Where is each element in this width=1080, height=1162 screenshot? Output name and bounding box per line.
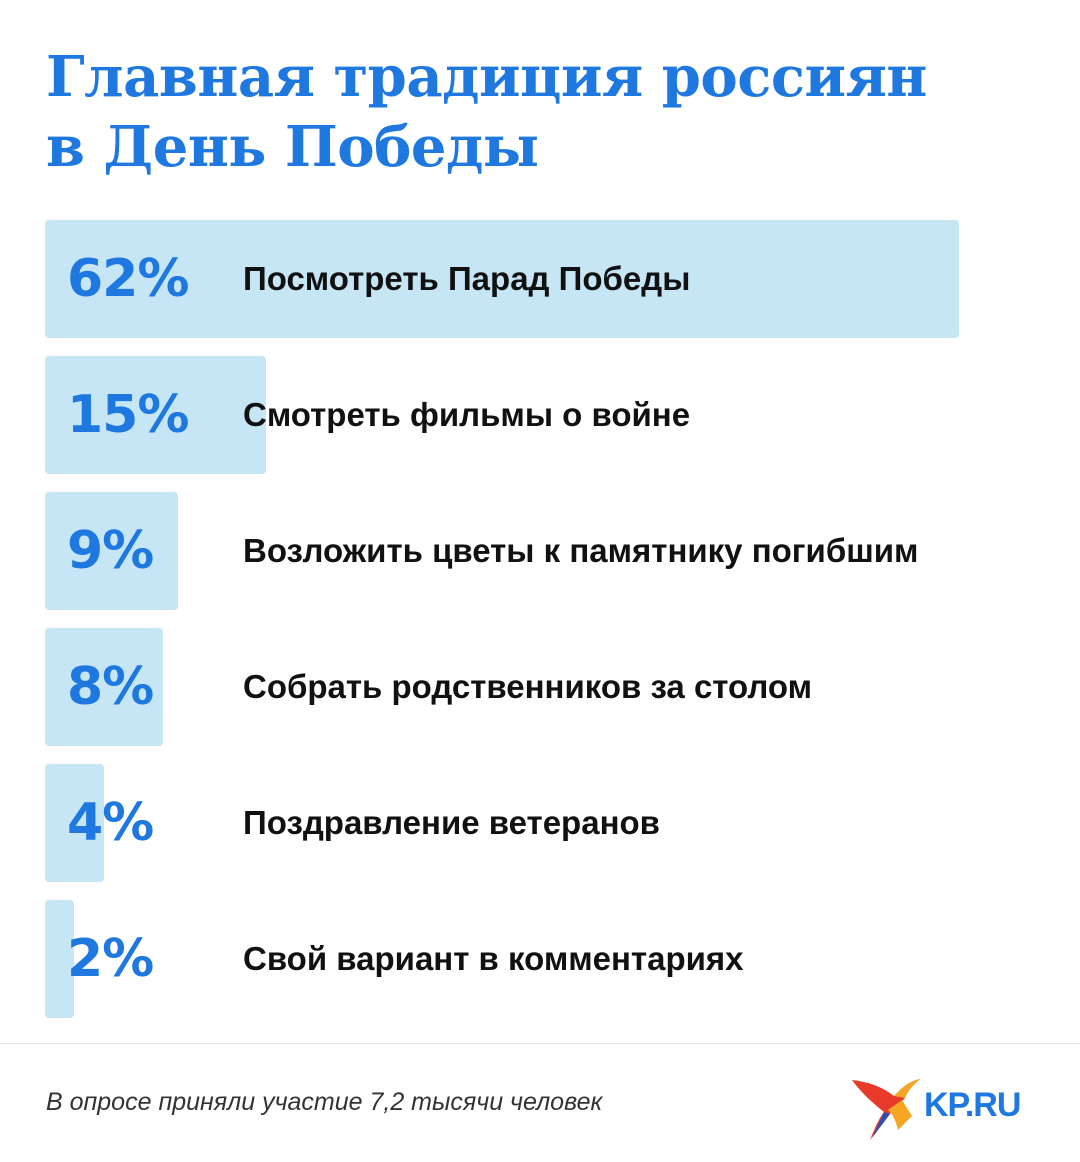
bar-row: 15% Смотреть фильмы о войне: [45, 356, 1035, 474]
kp-ru-logo[interactable]: KP.RU: [850, 1074, 1050, 1144]
bar-row: 2% Свой вариант в комментариях: [45, 900, 1035, 1018]
bar: [45, 356, 266, 474]
survey-footnote: В опросе приняли участие 7,2 тысячи чело…: [46, 1088, 603, 1116]
bar-row: 9% Возложить цветы к памятнику погибшим: [45, 492, 1035, 610]
swallow-bird-icon: [852, 1079, 920, 1140]
bar: [45, 220, 959, 338]
footer-divider: [0, 1043, 1080, 1044]
logo-text: KP.RU: [924, 1086, 1021, 1124]
bar-row: 62% Посмотреть Парад Победы: [45, 220, 1035, 338]
bar: [45, 900, 74, 1018]
bar-category-label: Посмотреть Парад Победы: [243, 260, 691, 297]
title-line-1: Главная традиция россиян: [46, 44, 927, 110]
bar-value-label: 62%: [67, 249, 189, 309]
bar-chart: 62% Посмотреть Парад Победы 15% Смотреть фи…: [45, 220, 1035, 1018]
bar-category-label: Свой вариант в комментариях: [243, 940, 744, 977]
bar-category-label: Возложить цветы к памятнику погибшим: [243, 532, 919, 569]
bar: [45, 628, 163, 746]
bar-value-label: 9%: [67, 521, 154, 581]
bar-value-label: 4%: [67, 793, 154, 853]
bar-row: 4% Поздравление ветеранов: [45, 764, 1035, 882]
bar-value-label: 8%: [67, 657, 154, 717]
bar: [45, 492, 178, 610]
bar-category-label: Смотреть фильмы о войне: [243, 396, 691, 433]
bar-category-label: Собрать родственников за столом: [243, 668, 813, 705]
bar-value-label: 2%: [67, 929, 154, 989]
bar-category-label: Поздравление ветеранов: [243, 804, 660, 841]
title-line-2: в День Победы: [46, 114, 539, 180]
bar: [45, 764, 104, 882]
bar-row: 8% Собрать родственников за столом: [45, 628, 1035, 746]
page-title: Главная традиция россиян в День Победы: [46, 42, 1026, 182]
bar-value-label: 15%: [67, 385, 189, 445]
